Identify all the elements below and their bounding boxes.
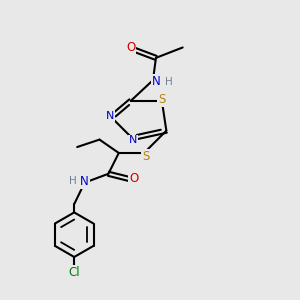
Text: O: O [126,41,135,54]
Text: N: N [129,136,137,146]
Text: N: N [106,111,114,121]
Text: N: N [152,75,160,88]
Text: O: O [129,172,138,185]
Text: H: H [69,176,77,186]
Text: Cl: Cl [68,266,80,279]
Text: H: H [165,76,172,87]
Text: S: S [142,150,149,163]
Text: S: S [158,93,166,106]
Text: N: N [80,175,89,188]
